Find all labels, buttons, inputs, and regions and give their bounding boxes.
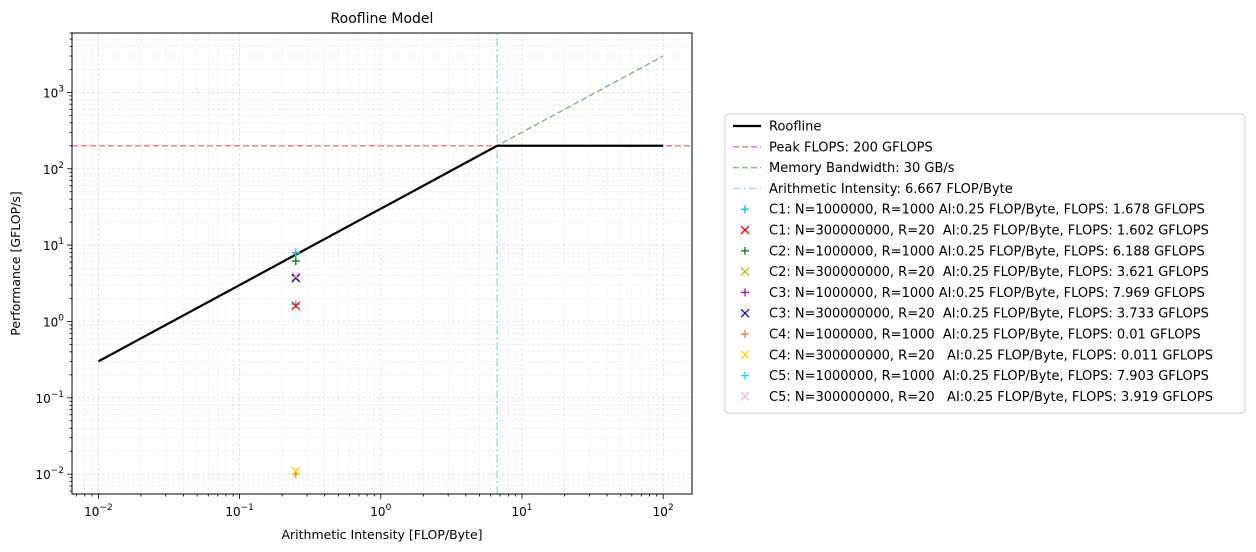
legend-swatch-6 (741, 246, 749, 255)
legend-label-2: Memory Bandwidth: 30 GB/s (769, 161, 955, 176)
legend-item-3: Arithmetic Intensity: 6.667 FLOP/Byte (733, 182, 1013, 197)
data-point-3 (291, 274, 301, 284)
series-line-2 (98, 55, 664, 363)
legend-swatch-10 (741, 330, 749, 338)
legend-swatch-5 (740, 225, 750, 235)
data-point-2 (291, 257, 300, 266)
legend-item-7: C2: N=300000000, R=20 AI:0.25 FLOP/Byte,… (740, 265, 1209, 280)
plot-frame (71, 32, 693, 495)
data-point-0 (291, 300, 300, 309)
data-points (291, 248, 301, 479)
series (72, 33, 692, 494)
legend-swatch-8 (741, 288, 749, 297)
data-point-9 (291, 271, 301, 281)
legend-label-9: C3: N=300000000, R=20 AI:0.25 FLOP/Byte,… (769, 307, 1209, 322)
legend-item-9: C3: N=300000000, R=20 AI:0.25 FLOP/Byte,… (740, 307, 1209, 322)
legend-item-4: C1: N=1000000, R=1000 AI:0.25 FLOP/Byte,… (741, 203, 1205, 218)
chart-title: Roofline Model (331, 11, 434, 27)
data-point-1 (291, 301, 301, 311)
legend-label-0: Roofline (769, 120, 821, 135)
legend-swatch-12 (741, 371, 749, 380)
legend-item-11: C4: N=300000000, R=20 AI:0.25 FLOP/Byte,… (740, 348, 1213, 363)
legend: Roofline Peak FLOPS: 200 GFLOPS Memory Ban… (724, 113, 1246, 414)
legend-swatch-9 (740, 308, 750, 318)
x-tick-label: 10−2 (84, 503, 113, 519)
legend-item-2: Memory Bandwidth: 30 GB/s (733, 161, 955, 176)
grid (72, 32, 692, 494)
legend-swatch-7 (740, 267, 750, 277)
legend-box (724, 113, 1246, 414)
series-line-0 (97, 144, 664, 363)
legend-label-3: Arithmetic Intensity: 6.667 FLOP/Byte (769, 182, 1013, 197)
legend-swatch-11 (740, 350, 750, 360)
y-axis-label: Performance [GFLOP/s] (8, 191, 23, 335)
legend-label-7: C2: N=300000000, R=20 AI:0.25 FLOP/Byte,… (769, 265, 1209, 280)
legend-label-1: Peak FLOPS: 200 GFLOPS (769, 140, 933, 155)
y-tick-label: 101 (43, 237, 64, 253)
data-point-8 (291, 248, 300, 257)
x-tick-label: 101 (511, 503, 532, 519)
legend-label-12: C5: N=1000000, R=1000 AI:0.25 FLOP/Byte,… (769, 369, 1209, 384)
y-tick-label: 102 (43, 161, 64, 177)
legend-item-1: Peak FLOPS: 200 GFLOPS (733, 140, 933, 155)
legend-swatch-13 (740, 391, 750, 401)
legend-label-13: C5: N=300000000, R=20 AI:0.25 FLOP/Byte,… (769, 390, 1213, 405)
axis-ticks: 10−2 10−1 100 101 102 10−2 10−1 100 101 102 103 (35, 32, 674, 519)
legend-label-4: C1: N=1000000, R=1000 AI:0.25 FLOP/Byte,… (769, 203, 1205, 218)
legend-item-10: C4: N=1000000, R=1000 AI:0.25 FLOP/Byte,… (741, 328, 1201, 343)
y-tick-label: 103 (43, 84, 64, 100)
legend-swatch-4 (741, 205, 749, 214)
legend-label-8: C3: N=1000000, R=1000 AI:0.25 FLOP/Byte,… (769, 286, 1205, 301)
x-tick-label: 102 (653, 503, 674, 519)
legend-label-10: C4: N=1000000, R=1000 AI:0.25 FLOP/Byte,… (769, 328, 1201, 343)
legend-label-5: C1: N=300000000, R=20 AI:0.25 FLOP/Byte,… (769, 224, 1209, 239)
y-tick-label: 10−1 (35, 390, 64, 406)
legend-item-13: C5: N=300000000, R=20 AI:0.25 FLOP/Byte,… (740, 390, 1213, 405)
data-point-7 (291, 466, 301, 476)
x-tick-label: 10−1 (225, 503, 254, 519)
legend-item-12: C5: N=1000000, R=1000 AI:0.25 FLOP/Byte,… (741, 369, 1209, 384)
legend-label-6: C2: N=1000000, R=1000 AI:0.25 FLOP/Byte,… (769, 244, 1205, 259)
legend-item-8: C3: N=1000000, R=1000 AI:0.25 FLOP/Byte,… (741, 286, 1205, 301)
legend-item-0: Roofline (733, 120, 821, 135)
x-axis-label: Arithmetic Intensity [FLOP/Byte] (281, 527, 482, 542)
legend-item-5: C1: N=300000000, R=20 AI:0.25 FLOP/Byte,… (740, 224, 1209, 239)
data-point-5 (291, 273, 301, 283)
legend-label-11: C4: N=300000000, R=20 AI:0.25 FLOP/Byte,… (769, 348, 1213, 363)
legend-item-6: C2: N=1000000, R=1000 AI:0.25 FLOP/Byte,… (741, 244, 1205, 259)
y-tick-label: 10−2 (35, 466, 64, 482)
y-tick-label: 100 (43, 313, 64, 329)
x-tick-label: 100 (370, 503, 391, 519)
